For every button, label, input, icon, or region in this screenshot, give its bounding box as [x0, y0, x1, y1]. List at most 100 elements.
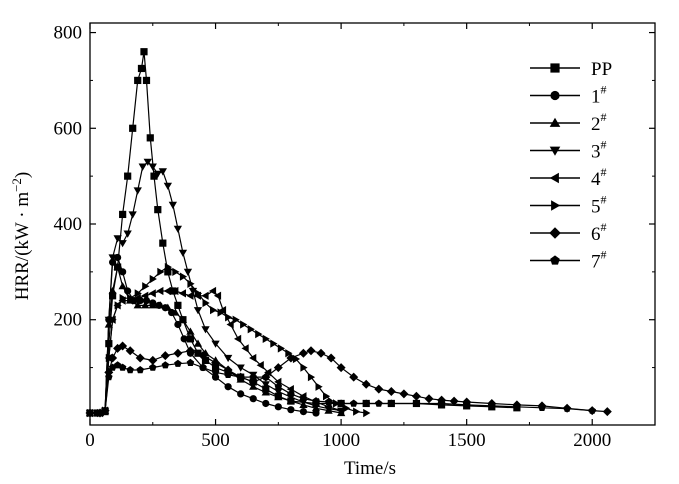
series-2-point — [156, 301, 165, 309]
x-tick-label: 500 — [201, 430, 230, 451]
series-1-point — [249, 395, 257, 403]
legend-item-1: 1# — [530, 83, 607, 108]
series-5-point — [134, 289, 142, 298]
x-axis-slash: / — [383, 458, 389, 479]
legend-item-1-marker — [550, 90, 560, 101]
series-2-point — [178, 315, 188, 323]
series-pp-point — [134, 76, 142, 85]
y-tick-label: 800 — [54, 23, 83, 44]
legend-item-7-superscript: # — [601, 248, 607, 262]
series-3-point — [123, 230, 132, 238]
series-4-point — [208, 286, 217, 296]
series-7-point — [387, 399, 396, 407]
series-1-point — [287, 406, 295, 414]
legend-item-6-label: 6# — [591, 220, 607, 245]
series-pp-point — [142, 76, 151, 85]
legend-item-5-marker — [551, 200, 561, 211]
series-1-point — [262, 399, 270, 408]
y-axis-label-exponent: −2 — [9, 178, 24, 192]
series-4-point — [186, 291, 194, 300]
series-7-point — [118, 363, 127, 371]
series-3-point — [201, 326, 210, 334]
series-pp-point — [146, 134, 154, 142]
series-5-point — [353, 407, 361, 416]
series-7-point — [199, 363, 207, 371]
series-4-point — [234, 334, 242, 343]
series-6-point — [336, 363, 346, 373]
series-pp-point — [150, 172, 158, 180]
series-4-point — [241, 344, 249, 353]
series-pp-point — [164, 268, 172, 276]
series-5-point — [210, 306, 218, 315]
legend: PP 1#2# 3#4# 5#6# 7# — [530, 59, 612, 273]
series-6-point — [125, 346, 135, 356]
series-6-point — [399, 389, 409, 399]
series-3-point — [193, 307, 203, 315]
series-5-point — [300, 363, 308, 372]
series-pp-point — [201, 356, 210, 364]
series-7-point — [437, 399, 446, 407]
series-3-point — [183, 268, 193, 276]
legend-item-2-superscript: # — [601, 110, 607, 124]
x-axis-title: Time/s — [344, 458, 396, 479]
series-5-point — [172, 267, 180, 276]
series-7 — [86, 358, 596, 417]
series-6-point — [449, 396, 459, 406]
y-tick-label: 200 — [54, 310, 83, 331]
series-4-point — [141, 291, 149, 300]
series-4-point — [249, 353, 257, 363]
series-3-point — [224, 354, 233, 363]
series-2-point — [274, 393, 283, 401]
series-6-point — [148, 355, 158, 365]
series-7-point — [149, 363, 157, 371]
legend-item-3-marker — [549, 146, 561, 156]
series-3-point — [274, 388, 283, 396]
series-5-point — [187, 279, 195, 288]
series-5-point — [217, 308, 225, 317]
series-7-point — [236, 373, 245, 381]
x-tick-label: 2000 — [573, 430, 611, 451]
series-pp-point — [154, 206, 162, 214]
series-6-point — [386, 387, 396, 396]
series-3-point — [108, 254, 117, 262]
series-6-point — [316, 348, 326, 358]
legend-item-4-marker — [549, 172, 559, 184]
series-2-point — [163, 303, 172, 311]
series-7-point — [274, 382, 283, 390]
series-5-point — [247, 325, 255, 334]
series-3-point — [128, 211, 137, 219]
series-pp-point — [137, 64, 146, 73]
series-pp-point — [174, 301, 182, 309]
series-2-point — [118, 282, 127, 290]
series-6 — [85, 341, 612, 418]
series-3-point — [236, 364, 245, 372]
series-6-point — [185, 346, 195, 356]
series-4-point — [148, 289, 156, 298]
legend-item-7-marker — [550, 255, 560, 265]
series-pp-point — [211, 363, 220, 372]
series-1 — [86, 253, 320, 417]
series-7-point — [161, 361, 170, 369]
series-2-point — [108, 286, 117, 295]
series-7-point — [462, 400, 471, 409]
series-5-point — [277, 344, 285, 353]
series-5-point — [232, 315, 240, 324]
legend-item-3-label: 3# — [591, 138, 607, 163]
series-6-point — [424, 394, 434, 404]
legend-item-2-marker — [549, 117, 561, 127]
legend-item-6: 6# — [530, 220, 607, 245]
series-6-point — [108, 353, 118, 363]
series-7-point — [224, 370, 232, 378]
series-5-point — [109, 315, 117, 324]
series-5-point — [270, 339, 278, 348]
series-4-point — [256, 361, 264, 370]
series-pp-point — [124, 172, 132, 180]
series-6-point — [411, 391, 421, 401]
legend-item-5-superscript: # — [601, 193, 607, 207]
legend-item-3: 3# — [530, 138, 607, 163]
legend-item-2: 2# — [530, 110, 607, 135]
series-3-point — [261, 381, 270, 389]
series-3-point — [148, 163, 157, 171]
series-4-point — [218, 306, 227, 315]
series-2-point — [113, 262, 122, 271]
